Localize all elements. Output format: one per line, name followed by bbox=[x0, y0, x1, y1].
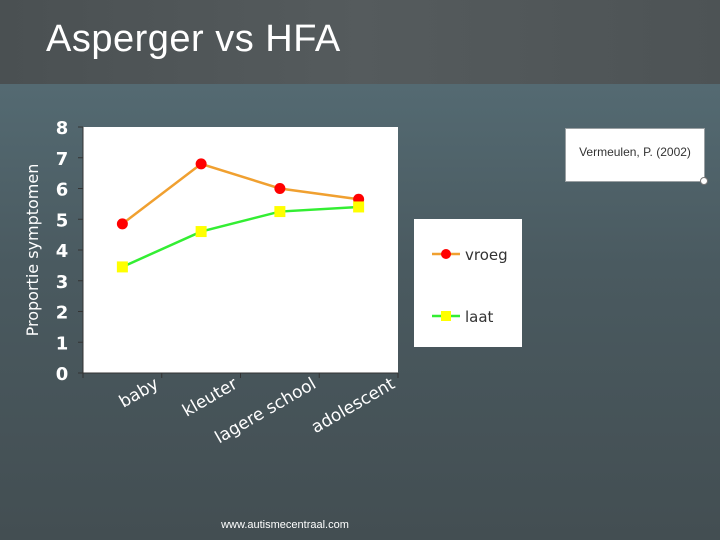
y-tick-label: 1 bbox=[56, 333, 69, 354]
x-category-label: kleuter bbox=[179, 374, 241, 421]
plot-area bbox=[83, 127, 398, 373]
y-tick-label: 7 bbox=[56, 149, 69, 170]
y-axis-label: Proportie symptomen bbox=[23, 164, 42, 337]
footer-url: www.autismecentraal.com bbox=[221, 519, 349, 531]
legend-label: vroeg bbox=[465, 246, 508, 264]
x-category-label: baby bbox=[116, 374, 162, 412]
y-tick-label: 5 bbox=[56, 210, 69, 231]
citation-box[interactable]: Vermeulen, P. (2002) bbox=[565, 128, 708, 185]
data-point-laat[interactable] bbox=[274, 206, 286, 218]
legend-marker bbox=[441, 311, 451, 321]
y-tick-label: 8 bbox=[56, 118, 69, 139]
series-line-laat bbox=[121, 205, 359, 269]
data-point-vroeg[interactable] bbox=[274, 183, 286, 194]
y-tick-label: 6 bbox=[56, 180, 69, 201]
y-tick-label: 3 bbox=[56, 272, 69, 293]
x-category-label: adolescent bbox=[308, 374, 399, 438]
resize-handle-icon[interactable] bbox=[700, 177, 708, 185]
data-point-laat[interactable] bbox=[353, 201, 365, 213]
y-tick-label: 4 bbox=[56, 241, 69, 262]
data-point-laat[interactable] bbox=[195, 226, 207, 238]
legend-box bbox=[414, 219, 522, 347]
citation-text: Vermeulen, P. (2002) bbox=[579, 145, 691, 159]
series-line-vroeg bbox=[121, 162, 359, 225]
data-point-vroeg[interactable] bbox=[195, 158, 207, 170]
legend-marker bbox=[441, 249, 451, 259]
slide-title: Asperger vs HFA bbox=[46, 18, 341, 60]
title-band bbox=[0, 0, 720, 84]
y-tick-label: 0 bbox=[56, 364, 69, 385]
data-point-laat[interactable] bbox=[116, 261, 128, 273]
data-point-vroeg[interactable] bbox=[116, 218, 128, 230]
legend-label: laat bbox=[465, 308, 494, 326]
y-tick-label: 2 bbox=[56, 303, 69, 324]
